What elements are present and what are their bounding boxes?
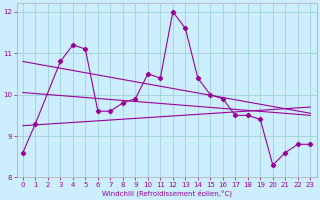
X-axis label: Windchill (Refroidissement éolien,°C): Windchill (Refroidissement éolien,°C) (101, 189, 232, 197)
